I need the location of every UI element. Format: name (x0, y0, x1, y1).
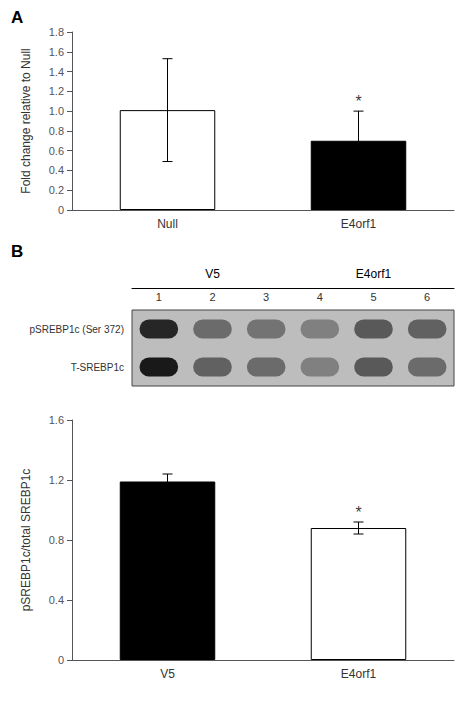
svg-text:5: 5 (370, 291, 376, 303)
svg-text:3: 3 (263, 291, 269, 303)
svg-text:Fold change relative to Null: Fold change relative to Null (19, 48, 33, 193)
svg-text:*: * (355, 504, 361, 521)
svg-text:*: * (355, 93, 361, 110)
svg-text:Null: Null (157, 217, 178, 231)
svg-text:0: 0 (58, 204, 64, 216)
svg-text:1.2: 1.2 (49, 85, 64, 97)
svg-text:1.6: 1.6 (49, 46, 64, 58)
svg-text:pSREBP1c/total SREBP1c: pSREBP1c/total SREBP1c (19, 469, 33, 612)
svg-text:0: 0 (58, 654, 64, 666)
svg-text:E4orf1: E4orf1 (341, 667, 377, 681)
svg-text:E4orf1: E4orf1 (341, 217, 377, 231)
svg-text:1.4: 1.4 (49, 66, 64, 78)
svg-text:V5: V5 (160, 667, 175, 681)
svg-text:0.8: 0.8 (49, 534, 64, 546)
svg-text:0.8: 0.8 (49, 125, 64, 137)
svg-text:1.8: 1.8 (49, 26, 64, 38)
svg-text:E4orf1: E4orf1 (356, 267, 392, 281)
svg-text:B: B (11, 242, 23, 261)
svg-text:0.4: 0.4 (49, 164, 64, 176)
svg-text:0.6: 0.6 (49, 145, 64, 157)
svg-text:0.4: 0.4 (49, 594, 64, 606)
svg-text:6: 6 (424, 291, 430, 303)
svg-text:1: 1 (156, 291, 162, 303)
svg-text:4: 4 (317, 291, 323, 303)
svg-text:A: A (11, 8, 23, 27)
svg-text:1.2: 1.2 (49, 474, 64, 486)
svg-text:pSREBP1c (Ser 372): pSREBP1c (Ser 372) (30, 324, 125, 335)
svg-text:T-SREBP1c: T-SREBP1c (71, 362, 124, 373)
svg-text:0.2: 0.2 (49, 184, 64, 196)
svg-text:2: 2 (209, 291, 215, 303)
svg-text:V5: V5 (205, 267, 220, 281)
svg-text:1.6: 1.6 (49, 414, 64, 426)
svg-text:1.0: 1.0 (49, 105, 64, 117)
